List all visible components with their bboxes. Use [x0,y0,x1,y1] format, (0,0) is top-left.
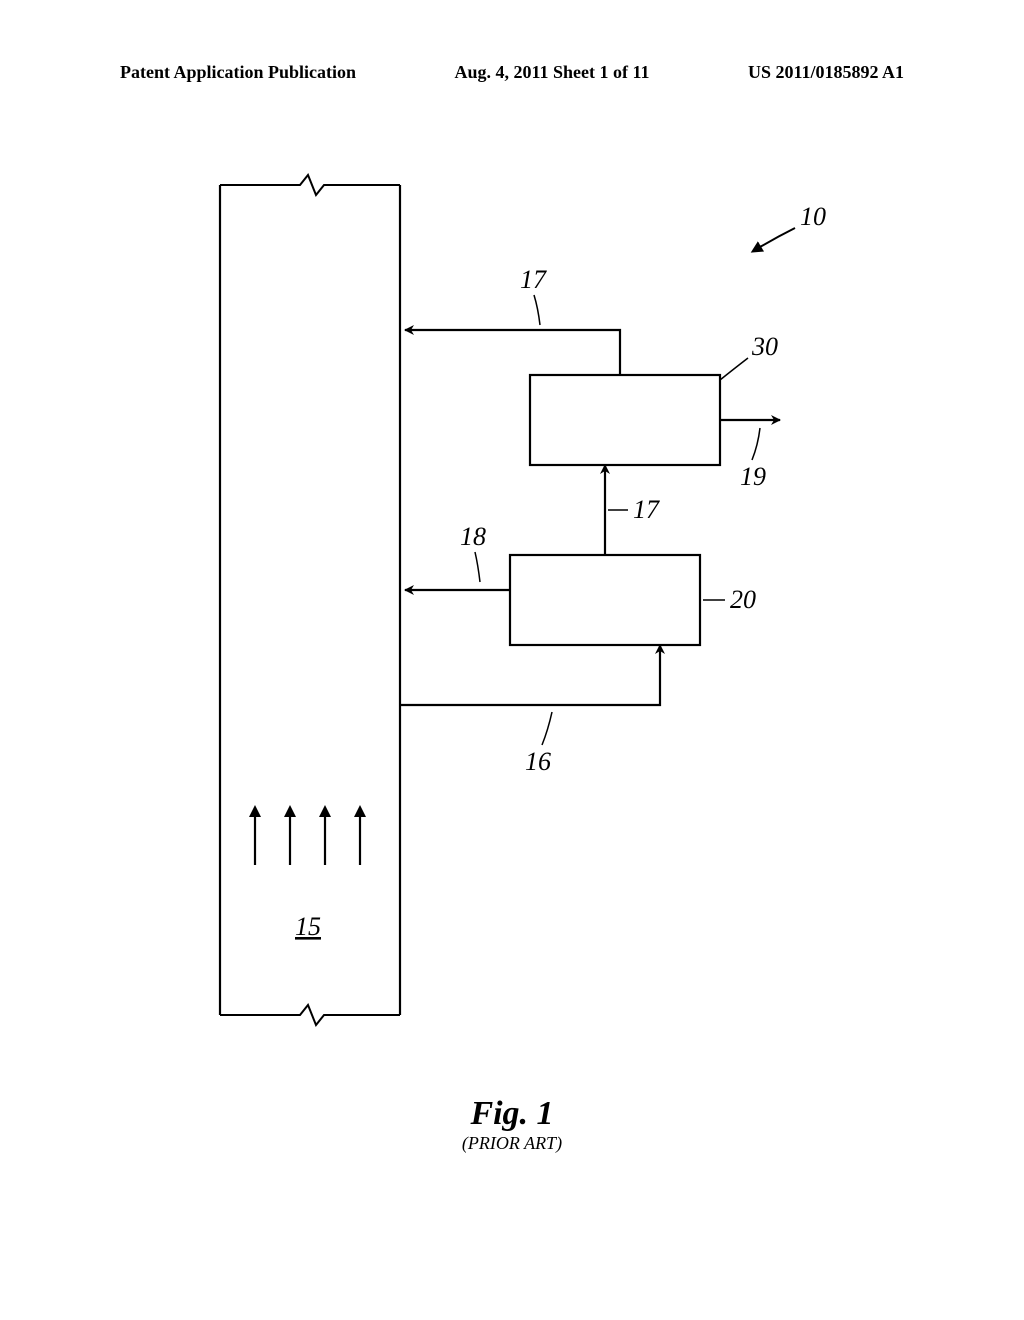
label-18: 18 [460,522,486,551]
label-20: 20 [730,585,756,614]
header-left: Patent Application Publication [120,62,356,83]
box-30 [530,375,720,465]
label-16: 16 [525,747,551,776]
flow-arrows [255,810,360,865]
figure-svg: 15 16 20 18 17 30 19 17 10 [200,170,840,1050]
figure-caption: Fig. 1 (PRIOR ART) [0,1095,1024,1154]
header-center: Aug. 4, 2011 Sheet 1 of 11 [454,62,649,83]
label-17a: 17 [520,265,547,294]
label-17b: 17 [633,495,660,524]
diagram-container: 15 16 20 18 17 30 19 17 10 [200,170,840,1050]
label-15: 15 [295,912,321,941]
label-10: 10 [800,202,826,231]
label-19: 19 [740,462,766,491]
line-17a [405,330,620,375]
pointer-10 [755,228,795,250]
label-30: 30 [751,332,778,361]
line-16 [400,645,660,705]
box-20 [510,555,700,645]
figure-subtitle: (PRIOR ART) [0,1133,1024,1154]
header-right: US 2011/0185892 A1 [748,62,904,83]
figure-title: Fig. 1 [0,1095,1024,1133]
